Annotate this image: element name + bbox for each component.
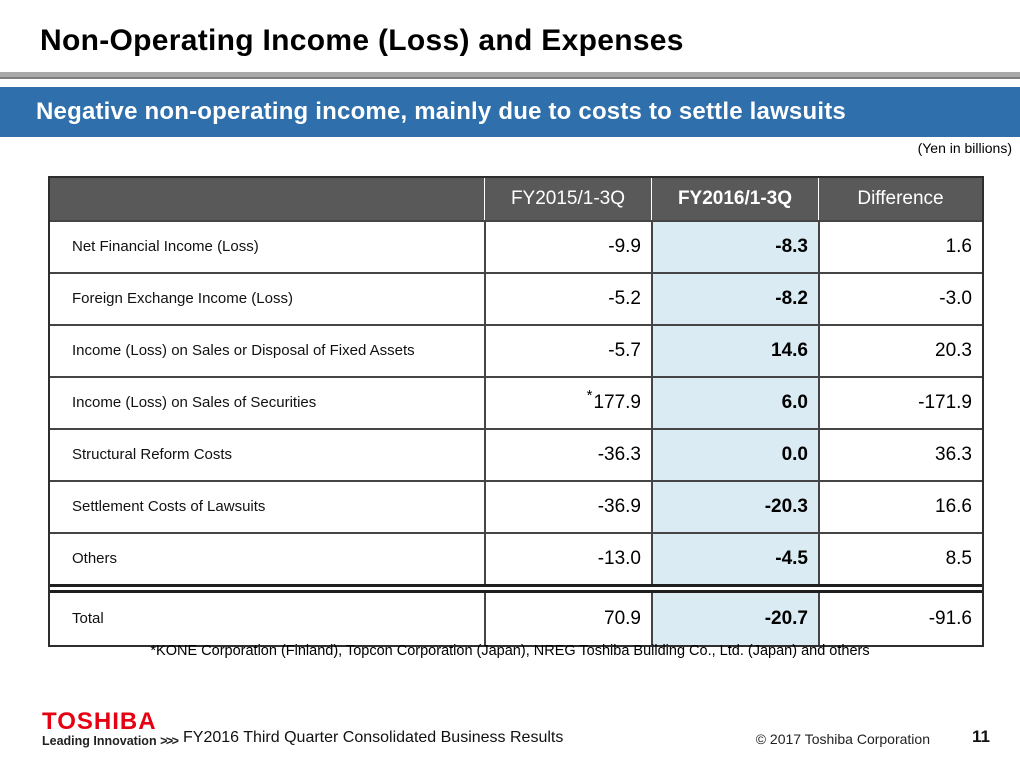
value-text: -13.0 <box>597 548 641 569</box>
fy2015-value: -36.3 <box>484 430 651 480</box>
page-title: Non-Operating Income (Loss) and Expenses <box>40 24 684 57</box>
unit-note: (Yen in billions) <box>917 140 1012 156</box>
value-text: -36.9 <box>597 496 641 517</box>
table-row: Others -13.0 -4.5 8.5 <box>50 532 982 584</box>
total-row: Total 70.9 -20.7 -91.6 <box>50 593 982 645</box>
fy2016-value: 14.6 <box>651 326 818 376</box>
header-blank <box>50 178 484 220</box>
difference-value: -3.0 <box>818 274 982 324</box>
header-fy2016: FY2016/1-3Q <box>651 178 818 220</box>
table-row: Foreign Exchange Income (Loss) -5.2 -8.2… <box>50 272 982 324</box>
fy2016-value: -20.7 <box>651 593 818 645</box>
difference-value: -171.9 <box>818 378 982 428</box>
chevrons-icon: >>> <box>160 734 179 749</box>
page-number: 11 <box>972 727 990 746</box>
table-row: Structural Reform Costs -36.3 0.0 36.3 <box>50 428 982 480</box>
row-label: Others <box>72 549 118 567</box>
footnote: *KONE Corporation (Finland), Topcon Corp… <box>150 643 870 659</box>
value-text: -5.2 <box>608 288 641 309</box>
row-label: Net Financial Income (Loss) <box>72 237 259 255</box>
fy2016-value: -8.2 <box>651 274 818 324</box>
fy2015-value: * 177.9 <box>484 378 651 428</box>
fy2015-value: 70.9 <box>484 593 651 645</box>
key-message-text: Negative non-operating income, mainly du… <box>36 98 846 125</box>
row-label: Total <box>72 609 104 627</box>
toshiba-wordmark: TOSHIBA <box>42 708 157 735</box>
difference-value: 36.3 <box>818 430 982 480</box>
table-header-row: FY2015/1-3Q FY2016/1-3Q Difference <box>50 178 982 220</box>
header-difference: Difference <box>818 178 982 220</box>
fy2015-value: -5.7 <box>484 326 651 376</box>
footer-presentation-title: FY2016 Third Quarter Consolidated Busine… <box>183 729 564 746</box>
row-label: Income (Loss) on Sales of Securities <box>72 393 317 411</box>
row-label: Foreign Exchange Income (Loss) <box>72 289 293 307</box>
fy2016-value: 6.0 <box>651 378 818 428</box>
copyright-notice: © 2017 Toshiba Corporation <box>755 731 930 747</box>
difference-value: -91.6 <box>818 593 982 645</box>
logo-tagline-text: Leading Innovation <box>42 734 157 749</box>
difference-value: 1.6 <box>818 222 982 272</box>
logo-tagline: Leading Innovation >>> <box>42 734 182 748</box>
toshiba-logo: TOSHIBA Leading Innovation >>> <box>42 709 182 748</box>
table-row: Net Financial Income (Loss) -9.9 -8.3 1.… <box>50 220 982 272</box>
fy2016-value: 0.0 <box>651 430 818 480</box>
title-underline <box>0 72 1020 79</box>
row-label: Income (Loss) on Sales or Disposal of Fi… <box>72 341 415 359</box>
value-text: 177.9 <box>593 392 641 413</box>
table-row: Settlement Costs of Lawsuits -36.9 -20.3… <box>50 480 982 532</box>
table-row: Income (Loss) on Sales or Disposal of Fi… <box>50 324 982 376</box>
non-operating-income-table: FY2015/1-3Q FY2016/1-3Q Difference Net F… <box>48 176 984 647</box>
fy2016-value: -20.3 <box>651 482 818 532</box>
row-label: Settlement Costs of Lawsuits <box>72 497 266 515</box>
row-label: Structural Reform Costs <box>72 445 233 463</box>
value-text: -36.3 <box>597 444 641 465</box>
fy2015-value: -36.9 <box>484 482 651 532</box>
fy2015-value: -5.2 <box>484 274 651 324</box>
difference-value: 8.5 <box>818 534 982 584</box>
total-separator-line <box>50 584 982 593</box>
difference-value: 20.3 <box>818 326 982 376</box>
fy2016-value: -4.5 <box>651 534 818 584</box>
fy2015-value: -13.0 <box>484 534 651 584</box>
key-message-banner: Negative non-operating income, mainly du… <box>0 87 1020 137</box>
difference-value: 16.6 <box>818 482 982 532</box>
value-text: -5.7 <box>608 340 641 361</box>
value-text: -9.9 <box>608 236 641 257</box>
footnote-marker: * <box>586 386 593 404</box>
header-fy2015: FY2015/1-3Q <box>484 178 651 220</box>
fy2016-value: -8.3 <box>651 222 818 272</box>
fy2015-value: -9.9 <box>484 222 651 272</box>
table-row: Income (Loss) on Sales of Securities * 17… <box>50 376 982 428</box>
